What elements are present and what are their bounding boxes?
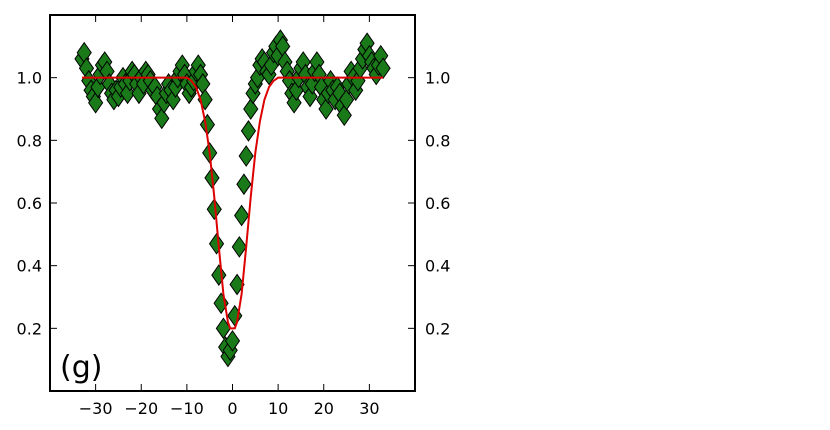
data-point — [240, 120, 257, 142]
x-tick-label: −20 — [124, 399, 158, 418]
y-right-tick-label: 0.8 — [425, 131, 450, 150]
y-right-tick-label: 0.2 — [425, 319, 450, 338]
panel-label: (g) — [60, 350, 102, 385]
fit-curve — [81, 76, 384, 330]
y-axis-left-ticks: 0.2 0.4 0.6 0.8 1.0 — [17, 69, 57, 338]
data-point — [336, 104, 352, 127]
data-point — [236, 173, 252, 196]
y-right-tick-label: 1.0 — [425, 69, 450, 88]
x-tick-label: 10 — [268, 399, 288, 418]
data-point — [154, 107, 170, 130]
x-tick-label: 20 — [314, 399, 334, 418]
y-tick-label: 1.0 — [17, 69, 42, 88]
data-point — [208, 232, 225, 255]
data-point — [206, 198, 222, 221]
data-point — [318, 98, 334, 120]
y-right-tick-label: 0.4 — [425, 257, 450, 276]
y-tick-label: 0.2 — [17, 319, 42, 338]
data-point — [234, 204, 250, 227]
data-point — [229, 273, 245, 296]
data-point — [375, 57, 391, 80]
x-tick-label: 0 — [227, 399, 237, 418]
y-tick-label: 0.4 — [17, 257, 42, 276]
data-point — [338, 88, 355, 111]
data-point — [211, 264, 227, 286]
data-points — [74, 29, 391, 368]
data-point — [88, 91, 104, 114]
x-tick-label: −30 — [79, 399, 113, 418]
plot-area: −30 −20 −10 0 10 20 30 0.20.40.60.81.0 0.20.40… — [17, 14, 450, 418]
y-tick-label: 0.6 — [17, 194, 42, 213]
data-point — [238, 145, 254, 167]
data-point — [231, 235, 247, 258]
x-tick-label: −10 — [170, 399, 204, 418]
y-axis-right-ticks: 0.2 0.4 0.6 0.8 1.0 — [408, 69, 450, 338]
y-tick-label: 0.8 — [17, 131, 42, 150]
y-right-tick-label: 0.6 — [425, 194, 450, 213]
data-point — [224, 329, 241, 352]
x-axis-ticks: −30 −20 −10 0 10 20 30 — [79, 15, 380, 418]
data-point — [243, 98, 259, 120]
x-tick-label: 30 — [359, 399, 379, 418]
